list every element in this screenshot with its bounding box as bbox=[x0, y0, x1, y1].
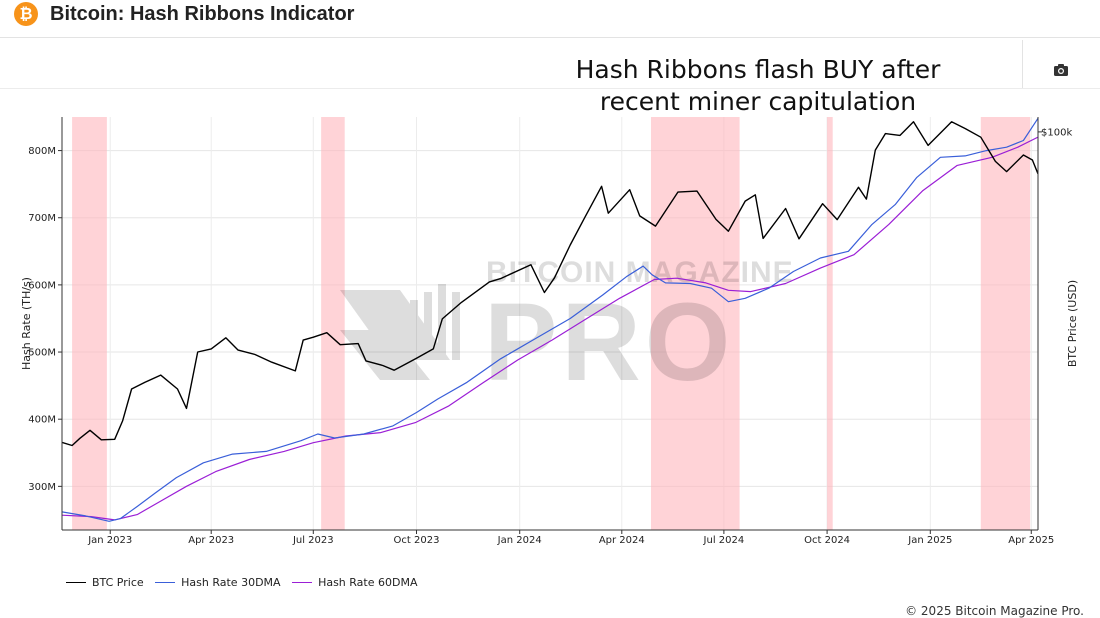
legend-label-btc-price: BTC Price bbox=[92, 576, 144, 589]
capitulation-band bbox=[321, 117, 345, 530]
y-left-tick-label: 500M bbox=[28, 348, 56, 359]
x-tick-label: Apr 2025 bbox=[1008, 535, 1054, 546]
y-left-axis-title: Hash Rate (TH/s) bbox=[20, 277, 33, 370]
chart-title-line-2: recent miner capitulation bbox=[599, 87, 917, 116]
legend-swatch-hash-30dma bbox=[155, 581, 176, 583]
bitcoin-logo-icon: ₿ bbox=[14, 2, 38, 26]
capitulation-band bbox=[650, 117, 740, 530]
legend-label-hash-30dma: Hash Rate 30DMA bbox=[181, 576, 281, 589]
y-left-tick-label: 400M bbox=[28, 415, 56, 426]
y-right-axis-title: BTC Price (USD) bbox=[1066, 280, 1079, 367]
toolbar-rule bbox=[0, 88, 1100, 89]
camera-icon bbox=[1054, 64, 1068, 76]
axes: 300M 400M 500M 600M 700M 800M $100k Jan 2023 Apr… bbox=[20, 117, 1079, 546]
toolbar-divider bbox=[1022, 40, 1023, 88]
series-lines bbox=[62, 117, 1038, 522]
legend: BTC Price Hash Rate 30DMA Hash Rate 60DM… bbox=[66, 576, 425, 592]
legend-item-hash-60dma[interactable]: Hash Rate 60DMA bbox=[292, 576, 417, 589]
watermark-text-top: BITCOIN MAGAZINE bbox=[486, 256, 794, 289]
capitulation-band bbox=[980, 117, 1031, 530]
legend-swatch-btc-price bbox=[66, 581, 86, 583]
x-tick-label: Apr 2023 bbox=[188, 535, 234, 546]
capitulation-bands bbox=[72, 117, 1031, 530]
legend-item-hash-30dma[interactable]: Hash Rate 30DMA bbox=[155, 576, 281, 589]
chart-title: Hash Ribbons flash BUY after recent mine… bbox=[540, 54, 976, 118]
x-tick-label: Apr 2024 bbox=[599, 535, 645, 546]
x-tick-label: Jul 2024 bbox=[703, 535, 745, 546]
legend-item-btc-price[interactable]: BTC Price bbox=[66, 576, 144, 589]
x-tick-label: Oct 2023 bbox=[394, 535, 440, 546]
y-right-tick-label: $100k bbox=[1041, 127, 1072, 138]
hash-rate-30dma-line bbox=[62, 117, 1038, 522]
capitulation-band bbox=[72, 117, 107, 530]
legend-label-hash-60dma: Hash Rate 60DMA bbox=[318, 576, 418, 589]
x-tick-label: Oct 2024 bbox=[804, 535, 850, 546]
watermark-logo-icon bbox=[340, 284, 460, 380]
copyright-footer: © 2025 Bitcoin Magazine Pro. bbox=[905, 604, 1084, 618]
y-left-tick-label: 800M bbox=[28, 146, 56, 157]
legend-swatch-hash-60dma bbox=[292, 581, 313, 583]
grid-lines bbox=[62, 117, 1038, 530]
btc-price-line bbox=[62, 121, 1038, 447]
y-left-tick-label: 300M bbox=[28, 482, 56, 493]
download-image-button[interactable] bbox=[1046, 58, 1076, 84]
capitulation-band bbox=[827, 117, 833, 530]
y-left-tick-label: 600M bbox=[28, 280, 56, 291]
page-title: Bitcoin: Hash Ribbons Indicator bbox=[50, 3, 355, 25]
x-tick-label: Jul 2023 bbox=[292, 535, 334, 546]
app-header: ₿ Bitcoin: Hash Ribbons Indicator bbox=[0, 0, 1100, 38]
y-left-tick-label: 700M bbox=[28, 213, 56, 224]
x-tick-label: Jan 2025 bbox=[907, 535, 952, 546]
x-tick-label: Jan 2024 bbox=[497, 535, 542, 546]
x-tick-label: Jan 2023 bbox=[87, 535, 132, 546]
hash-rate-60dma-line bbox=[62, 136, 1038, 521]
watermark: BITCOIN MAGAZINE PRO bbox=[340, 256, 794, 404]
chart-title-line-1: Hash Ribbons flash BUY after bbox=[575, 55, 941, 84]
watermark-text-bottom: PRO bbox=[484, 281, 734, 404]
